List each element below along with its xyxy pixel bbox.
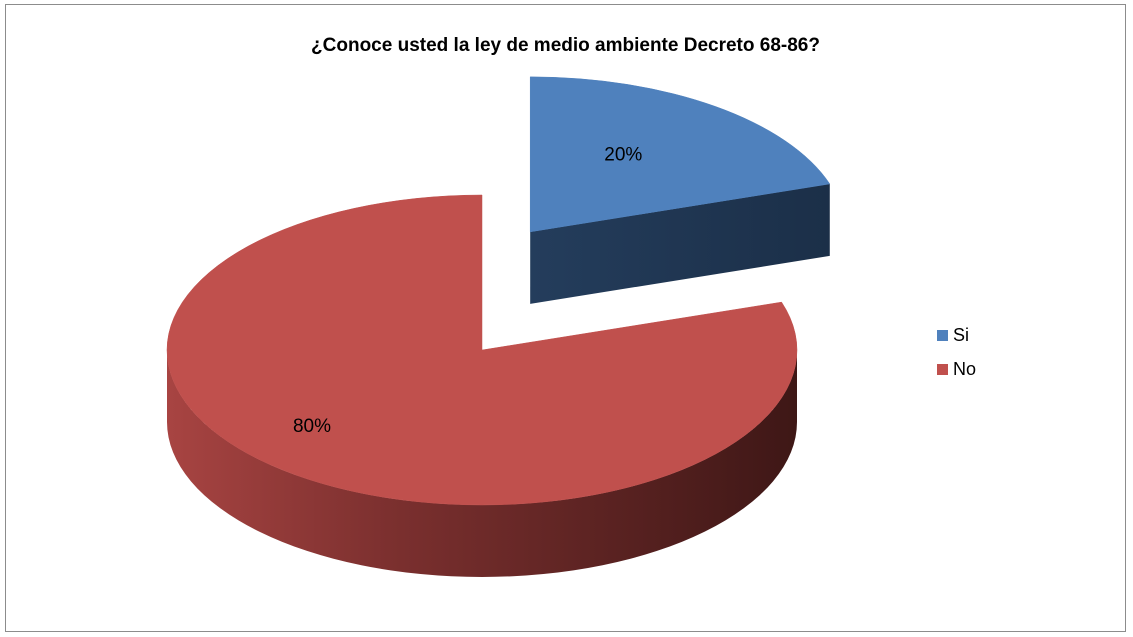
slice-no: 80% bbox=[166, 194, 798, 577]
slice-no-top bbox=[166, 194, 798, 506]
chart-title: ¿Conoce usted la ley de medio ambiente D… bbox=[311, 35, 820, 56]
legend-item-si: Si bbox=[937, 318, 976, 352]
legend-label-no: No bbox=[953, 358, 977, 379]
legend-label-si: Si bbox=[953, 324, 970, 345]
legend: Si No bbox=[937, 318, 976, 386]
slice-si-top bbox=[529, 76, 831, 233]
legend-swatch-no bbox=[937, 363, 948, 375]
data-label-si: 20% bbox=[604, 145, 642, 166]
legend-swatch-si bbox=[937, 329, 948, 341]
slice-si: 20% bbox=[529, 76, 831, 304]
legend-item-no: No bbox=[937, 352, 976, 386]
slice-no-side bbox=[167, 350, 797, 577]
data-label-no: 80% bbox=[293, 416, 331, 437]
slice-si-cut-face bbox=[530, 183, 830, 304]
